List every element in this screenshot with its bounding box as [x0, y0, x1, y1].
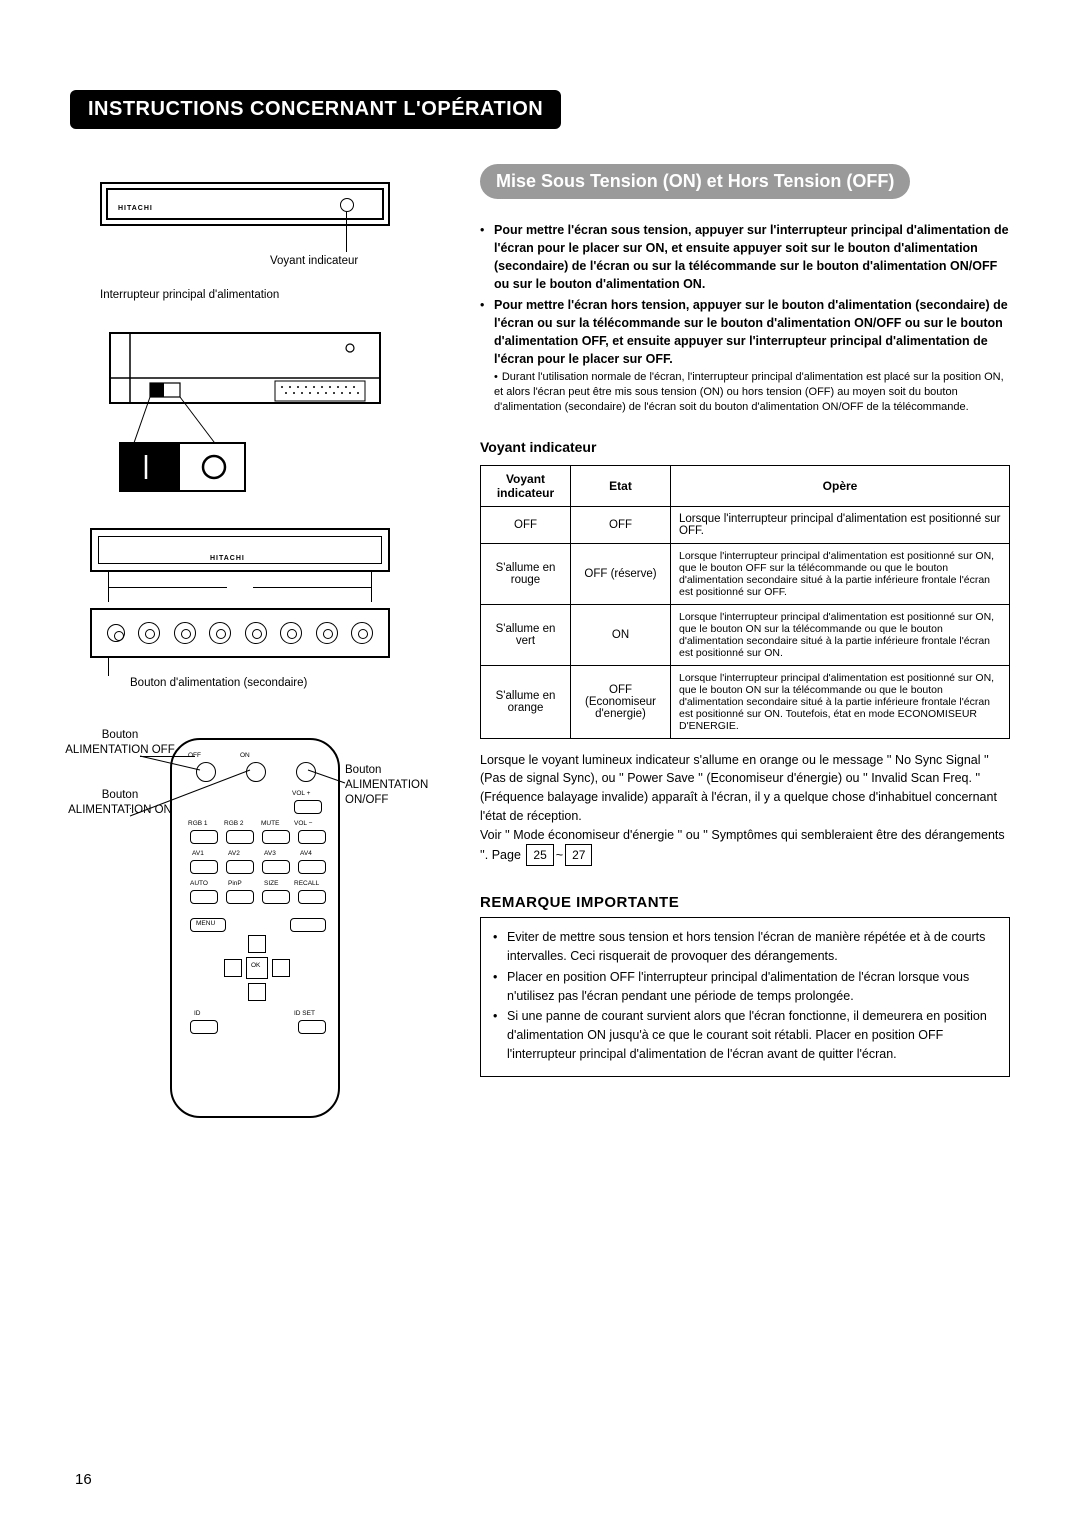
remote-onoff-label: Bouton ALIMENTATION ON/OFF	[345, 763, 455, 808]
pill-heading: Mise Sous Tension (ON) et Hors Tension (…	[480, 164, 910, 199]
page-number: 16	[75, 1471, 92, 1488]
after-table-text: Lorsque le voyant lumineux indicateur s'…	[480, 751, 1010, 867]
after-table-1: Lorsque le voyant lumineux indicateur s'…	[480, 751, 1010, 826]
cell: Lorsque l'interrupteur principal d'alime…	[671, 506, 1010, 543]
secondary-power-label: Bouton d'alimentation (secondaire)	[130, 676, 307, 691]
cell: Lorsque l'interrupteur principal d'alime…	[671, 604, 1010, 665]
th-1: Voyant indicateur	[481, 465, 571, 506]
cell: Lorsque l'interrupteur principal d'alime…	[671, 665, 1010, 738]
diagram-top-bar: HITACHI Voyant indicateur Interrupteur p…	[70, 174, 450, 303]
cell: ON	[571, 604, 671, 665]
cell: OFF (réserve)	[571, 543, 671, 604]
diagram-front-panel: HITACHI Bouton d'alimentation (secondair…	[90, 528, 390, 698]
remote-on-label: Bouton ALIMENTATION ON	[60, 788, 180, 818]
page-tilde: ~	[556, 848, 563, 862]
diagram-remote: Bouton ALIMENTATION OFF Bouton ALIMENTAT…	[70, 728, 450, 1148]
important-heading: REMARQUE IMPORTANTE	[480, 894, 1010, 911]
important-3: Si une panne de courant survient alors q…	[507, 1007, 997, 1063]
table-row: S'allume en rouge OFF (réserve) Lorsque …	[481, 543, 1010, 604]
important-box: •Eviter de mettre sous tension et hors t…	[480, 917, 1010, 1076]
indicator-table: Voyant indicateur Etat Opère OFF OFF Lor…	[480, 465, 1010, 739]
cell: S'allume en orange	[481, 665, 571, 738]
intro-bullets: •Pour mettre l'écran sous tension, appuy…	[480, 221, 1010, 415]
bullet-2: Pour mettre l'écran hors tension, appuye…	[494, 298, 1008, 366]
brand-label: HITACHI	[118, 204, 153, 213]
important-2: Placer en position OFF l'interrupteur pr…	[507, 968, 997, 1006]
table-row: S'allume en vert ON Lorsque l'interrupte…	[481, 604, 1010, 665]
cell: OFF	[571, 506, 671, 543]
right-column: Mise Sous Tension (ON) et Hors Tension (…	[480, 164, 1010, 1148]
cell: S'allume en vert	[481, 604, 571, 665]
indicator-label: Voyant indicateur	[270, 254, 358, 269]
section-title: INSTRUCTIONS CONCERNANT L'OPÉRATION	[70, 90, 561, 129]
table-row: S'allume en orange OFF (Economiseur d'en…	[481, 665, 1010, 738]
main-switch-label: Interrupteur principal d'alimentation	[100, 288, 450, 303]
th-2: Etat	[571, 465, 671, 506]
diagram-switch	[70, 323, 450, 508]
table-row: OFF OFF Lorsque l'interrupteur principal…	[481, 506, 1010, 543]
bullet-1: Pour mettre l'écran sous tension, appuye…	[494, 223, 1009, 291]
remote-off-label: Bouton ALIMENTATION OFF	[60, 728, 180, 758]
indicator-heading: Voyant indicateur	[480, 439, 1010, 455]
brand-label-2: HITACHI	[210, 554, 245, 563]
cell: OFF	[481, 506, 571, 543]
bullet-note: Durant l'utilisation normale de l'écran,…	[494, 371, 1004, 413]
page-ref-b: 27	[565, 844, 592, 866]
th-3: Opère	[671, 465, 1010, 506]
cell: Lorsque l'interrupteur principal d'alime…	[671, 543, 1010, 604]
page-ref-a: 25	[526, 844, 553, 866]
important-1: Eviter de mettre sous tension et hors te…	[507, 928, 997, 966]
left-column: HITACHI Voyant indicateur Interrupteur p…	[70, 164, 450, 1148]
cell: OFF (Economiseur d'energie)	[571, 665, 671, 738]
cell: S'allume en rouge	[481, 543, 571, 604]
